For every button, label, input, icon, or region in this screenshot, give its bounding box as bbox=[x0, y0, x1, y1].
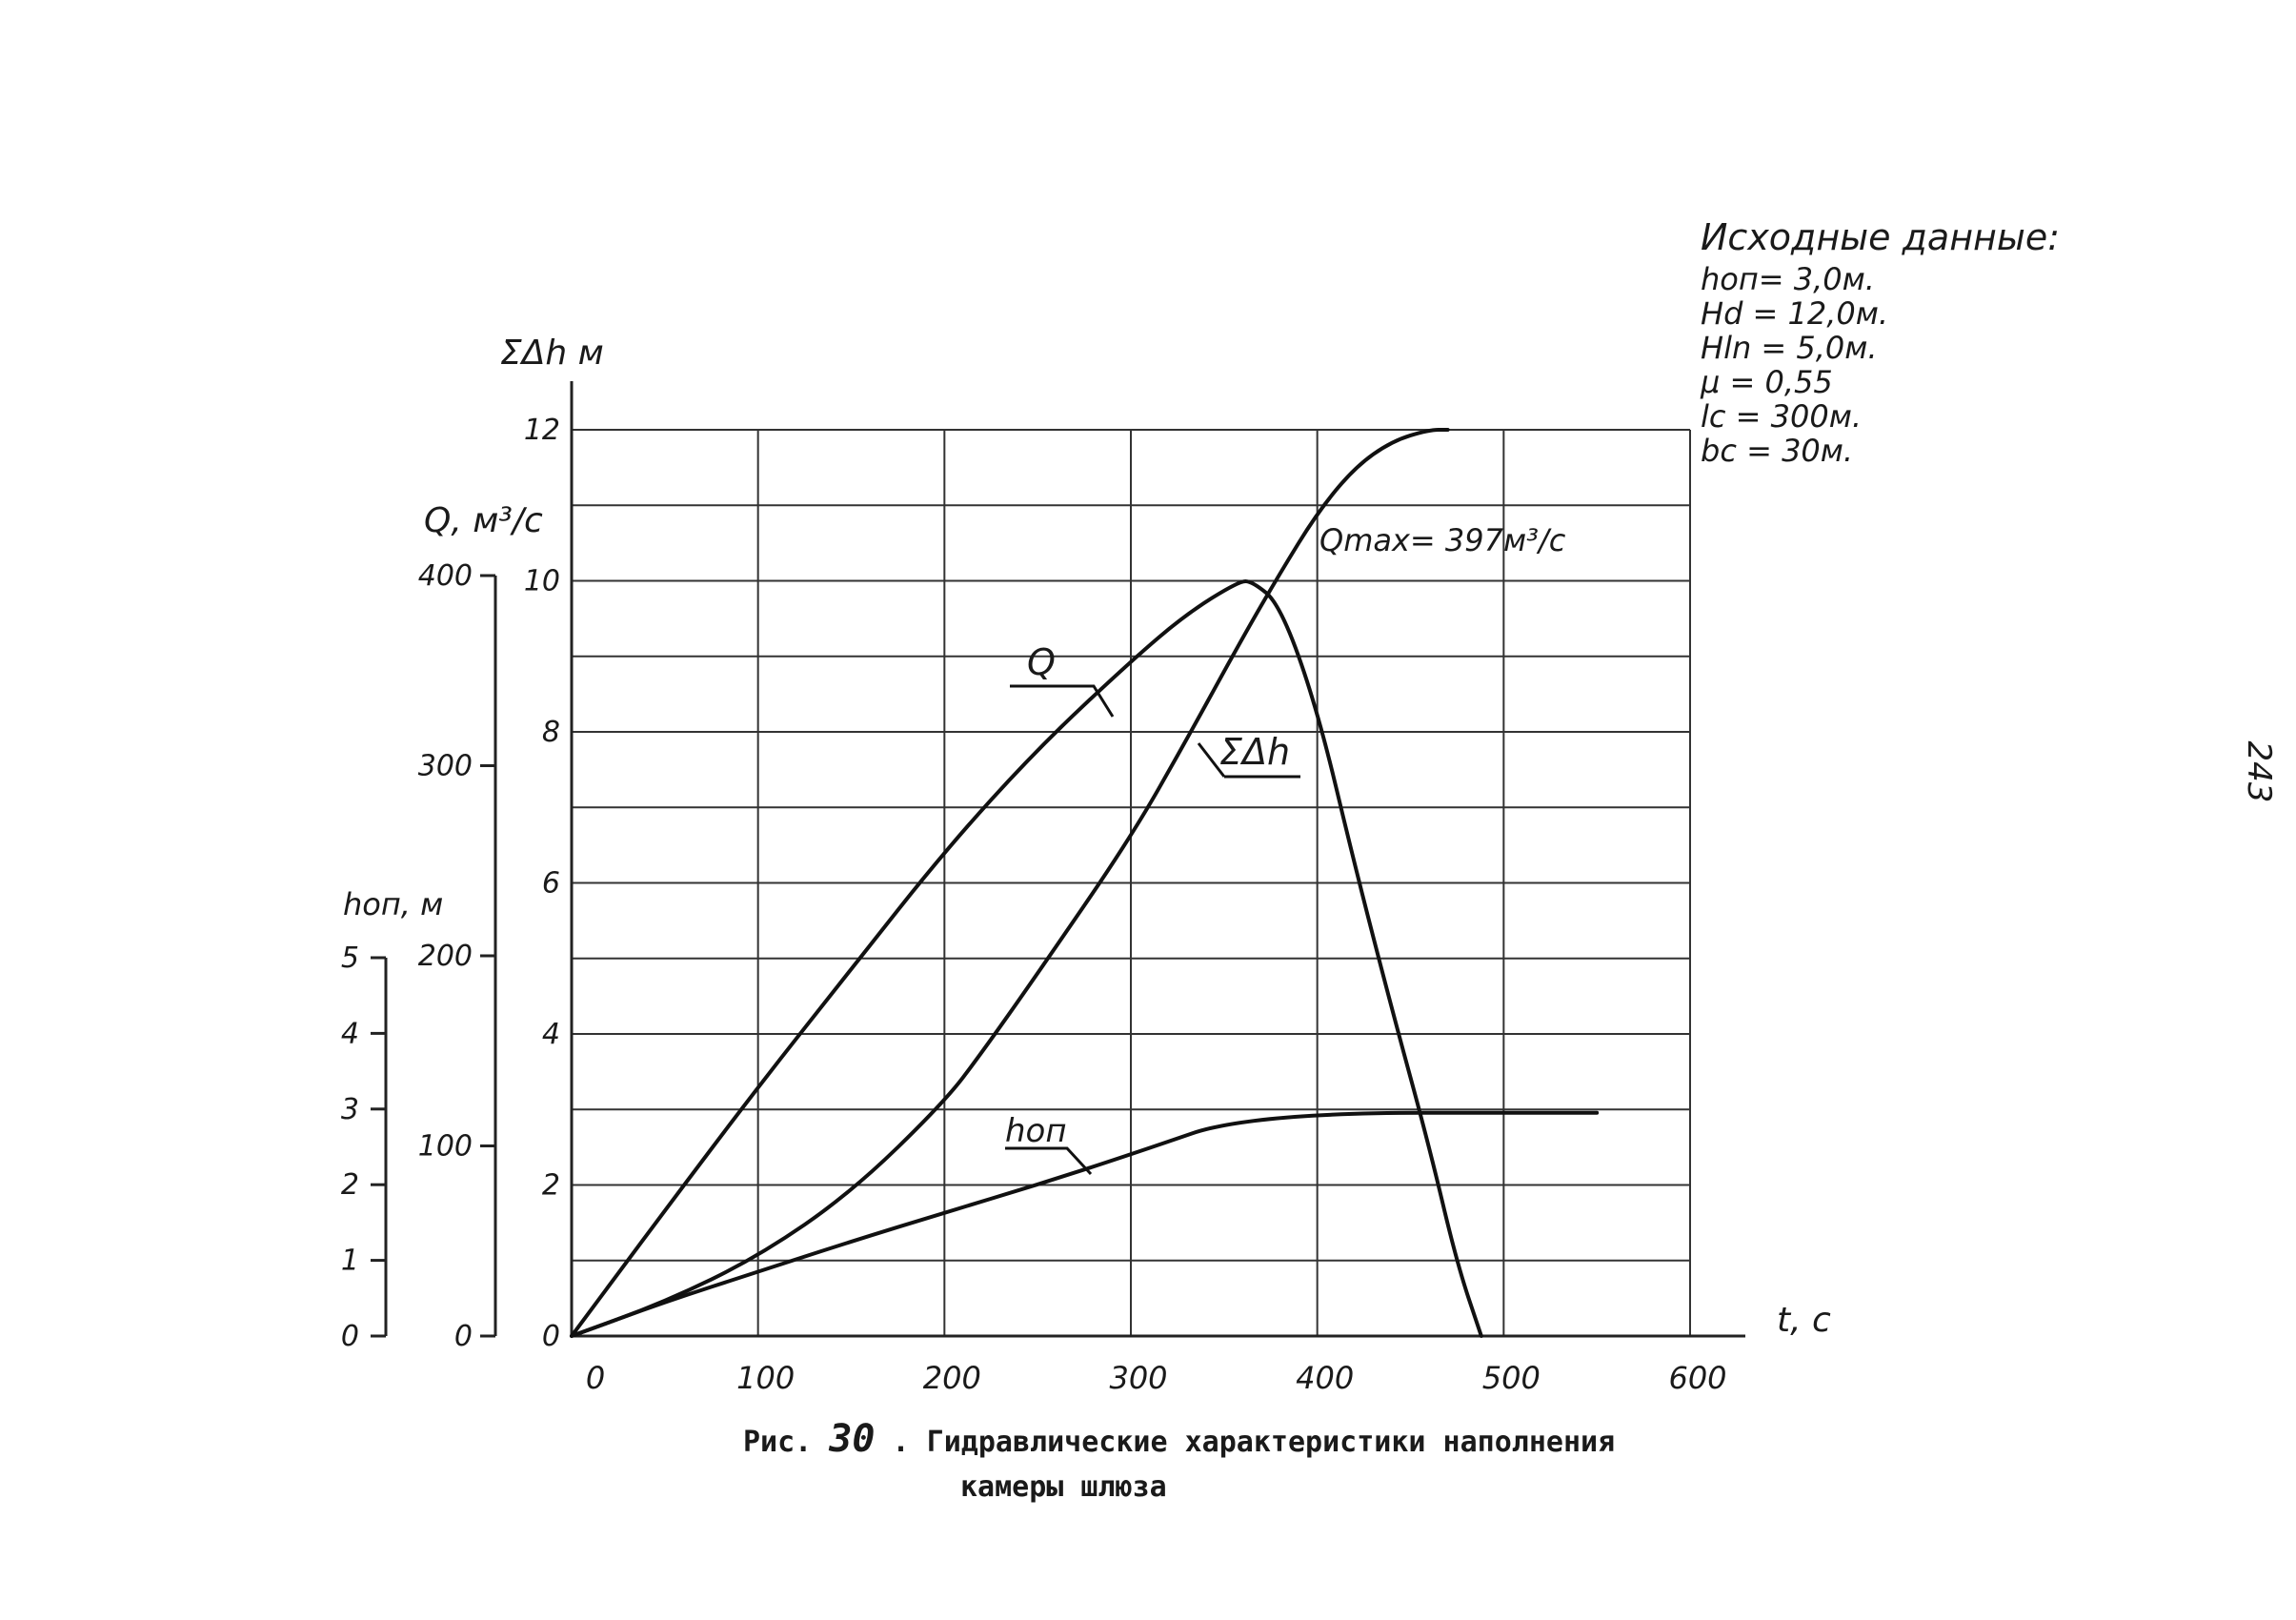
source-data-block: Исходные данные: hоп= 3,0м. Hd = 12,0м. … bbox=[1700, 216, 2060, 469]
qmax-annotation: Qmax= 397м³/с bbox=[1319, 522, 1566, 558]
grid bbox=[570, 429, 1691, 1338]
series-lines bbox=[570, 428, 1600, 1338]
q-tick-label: 200 bbox=[418, 940, 473, 973]
x-tick-label: 0 bbox=[586, 1360, 605, 1396]
q-curve-label: Q bbox=[1027, 641, 1056, 683]
q-tick-label: 0 bbox=[454, 1320, 473, 1353]
x-axis-label: t, с bbox=[1777, 1301, 1831, 1340]
source-data-line: hоп= 3,0м. bbox=[1701, 261, 1875, 297]
source-data-line: Hd = 12,0м. bbox=[1701, 295, 1888, 332]
dh-axis-label: ΣΔh м bbox=[500, 334, 604, 373]
x-tick-label: 500 bbox=[1482, 1360, 1541, 1396]
hop-curve-label: hоп bbox=[1005, 1112, 1067, 1150]
dh-tick-label: 12 bbox=[524, 414, 560, 447]
series-line-Q bbox=[570, 578, 1483, 1338]
hop-tick-label: 1 bbox=[341, 1245, 359, 1278]
x-tick-label: 600 bbox=[1668, 1360, 1726, 1396]
hop-tick-label: 4 bbox=[341, 1017, 359, 1050]
dh-tick-label: 2 bbox=[542, 1169, 560, 1203]
dh-curve-label: ΣΔh bbox=[1219, 731, 1290, 773]
caption-line2: камеры шлюза bbox=[960, 1470, 1167, 1504]
x-tick-label: 300 bbox=[1109, 1360, 1167, 1396]
hop-axis-label: hоп, м bbox=[343, 886, 443, 922]
x-tick-label: 100 bbox=[736, 1360, 795, 1396]
series-line-hоп bbox=[570, 1110, 1600, 1338]
caption-rest: . Гидравлические характеристики наполнен… bbox=[893, 1426, 1616, 1459]
axes bbox=[371, 381, 1745, 1338]
hop-tick-label: 5 bbox=[341, 942, 359, 975]
x-tick-label: 200 bbox=[923, 1360, 981, 1396]
q-tick-label: 300 bbox=[418, 750, 473, 783]
source-data-line: lc = 300м. bbox=[1701, 398, 1862, 435]
dh-label-leader bbox=[1197, 742, 1300, 779]
source-data-line: bc = 30м. bbox=[1701, 433, 1853, 469]
source-data-line: μ = 0,55 bbox=[1700, 364, 1833, 400]
q-label-leader bbox=[1010, 684, 1115, 718]
source-data-title: Исходные данные: bbox=[1701, 216, 2060, 258]
dh-tick-label: 6 bbox=[542, 867, 560, 901]
hop-tick-label: 3 bbox=[341, 1093, 359, 1126]
dh-tick-label: 0 bbox=[542, 1320, 560, 1353]
q-axis-label: Q, м³/с bbox=[424, 501, 543, 540]
dh-tick-label: 4 bbox=[542, 1018, 560, 1051]
caption-prefix: Рис. bbox=[743, 1426, 812, 1459]
source-data-line: Hln = 5,0м. bbox=[1701, 330, 1878, 366]
page-number: 243 bbox=[2240, 741, 2278, 803]
caption: Рис. 30 . Гидравлические характеристики … bbox=[743, 1417, 1615, 1504]
x-tick-label: 400 bbox=[1296, 1360, 1354, 1396]
hop-tick-label: 0 bbox=[341, 1320, 359, 1353]
dh-tick-label: 8 bbox=[542, 716, 560, 749]
hop-tick-label: 2 bbox=[341, 1168, 359, 1202]
hop-label-leader bbox=[1005, 1146, 1093, 1176]
series-line-ΣΔh bbox=[570, 428, 1450, 1338]
dh-tick-label: 10 bbox=[524, 565, 560, 598]
caption-line1: Рис. 30 . Гидравлические характеристики … bbox=[743, 1417, 1615, 1461]
q-tick-label: 400 bbox=[418, 559, 473, 593]
q-tick-label: 100 bbox=[418, 1130, 473, 1164]
caption-figure-number: 30 bbox=[828, 1417, 875, 1461]
